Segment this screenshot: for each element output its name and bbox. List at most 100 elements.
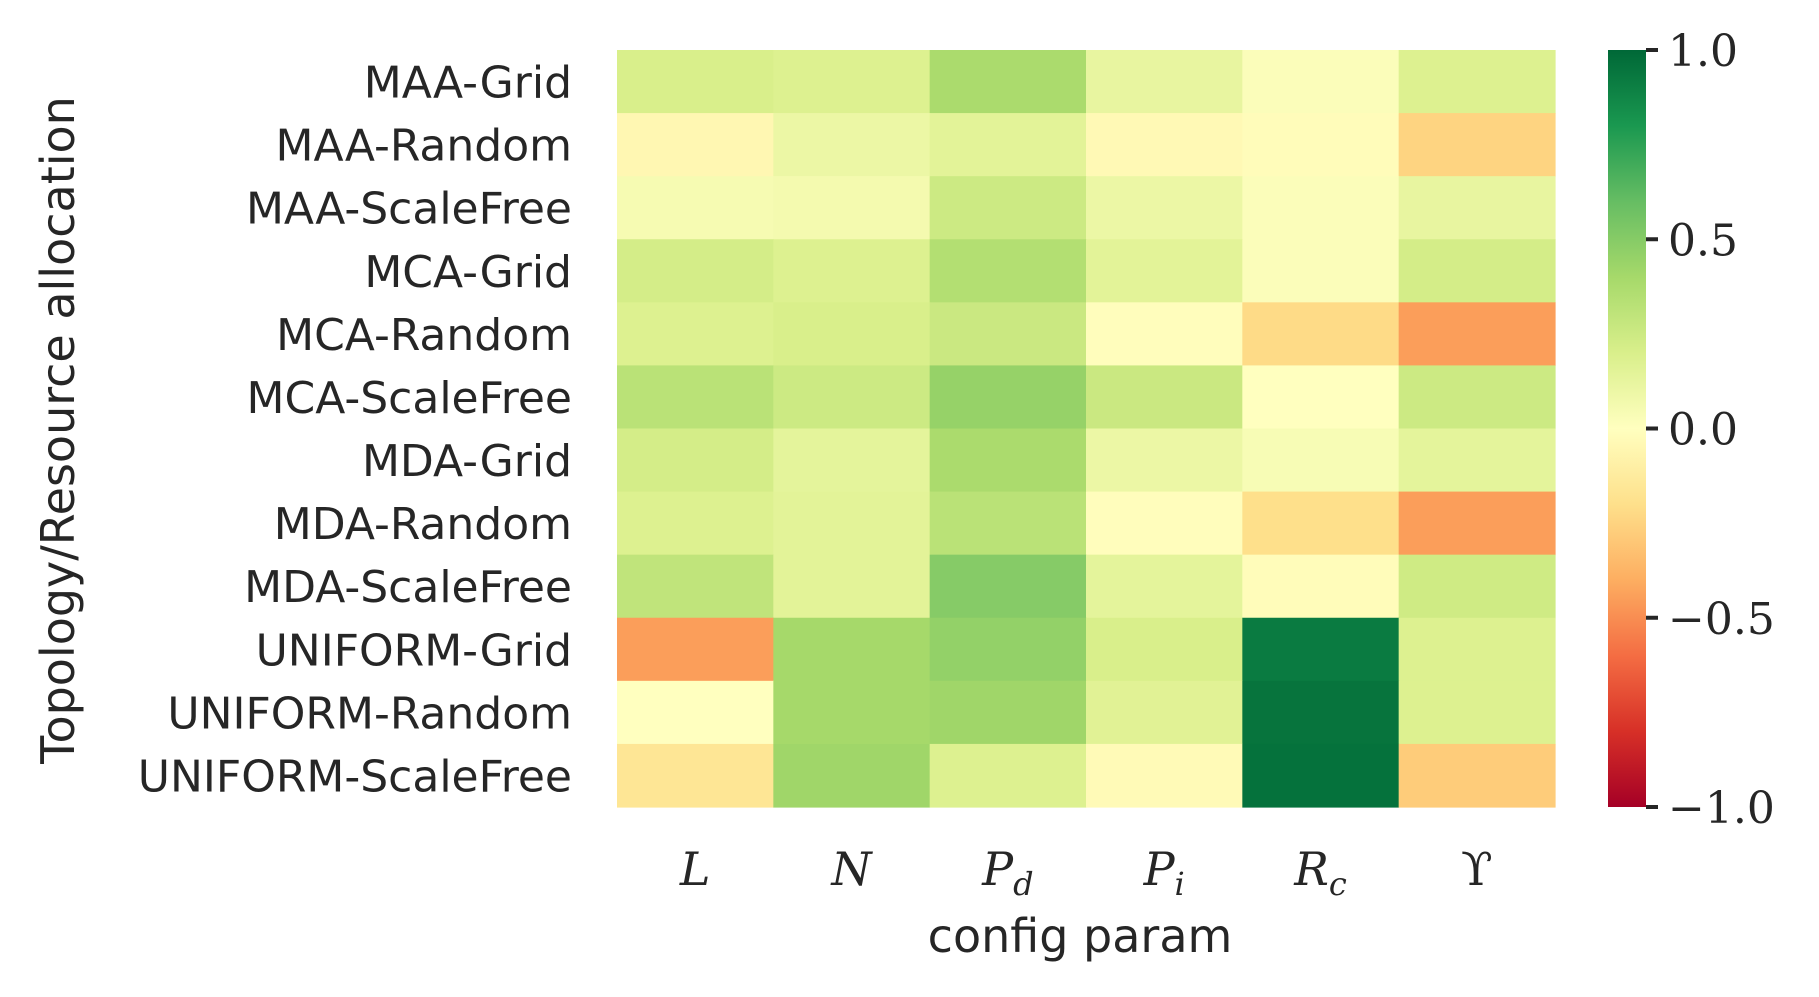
heatmap-cell-uniform-scalefree-col1 [617, 743, 774, 808]
row-labels: MAA-Grid MAA-Random MAA-ScaleFree MCA-Grid M… [138, 58, 572, 803]
column-label-1: L [679, 842, 711, 896]
heatmap-cell-mca-random-col5 [1242, 302, 1400, 367]
row-label-maa-scalefree: MAA-ScaleFree [246, 184, 572, 235]
heatmap-cell-mca-grid-col3 [929, 239, 1087, 303]
heatmap-cell-mda-scalefree-col1 [617, 554, 774, 619]
y-axis-label: Topology/Resource allocation [31, 96, 85, 765]
row-label-mca-random: MCA-Random [276, 310, 572, 361]
heatmap-cell-mca-scalefree-col4 [1086, 365, 1243, 430]
heatmap-cell-maa-scalefree-col6 [1398, 176, 1556, 240]
heatmap-cell-maa-random-col2 [773, 113, 931, 177]
row-label-uniform-grid: UNIFORM-Grid [256, 625, 572, 676]
heatmap-cell-maa-grid-col6 [1398, 50, 1556, 114]
heatmap-cell-maa-random-col3 [929, 113, 1087, 177]
heatmap-cell-uniform-random-col1 [617, 680, 774, 745]
heatmap-cell-maa-random-col5 [1242, 113, 1400, 177]
heatmap-cell-uniform-grid-col4 [1086, 617, 1243, 682]
heatmap-cell-uniform-scalefree-col5 [1242, 743, 1400, 808]
heatmap-cell-uniform-scalefree-col3 [929, 743, 1087, 808]
colorbar-tick-label: 0.0 [1668, 405, 1738, 456]
heatmap-cell-maa-grid-col5 [1242, 50, 1400, 114]
heatmap-cell-mda-random-col2 [773, 491, 931, 556]
heatmap-cell-mda-grid-col2 [773, 428, 931, 493]
heatmap-cell-uniform-grid-col1 [617, 617, 774, 682]
heatmap-cell-uniform-random-col3 [929, 680, 1087, 745]
heatmap-cell-mda-random-col6 [1398, 491, 1556, 556]
column-label-2: N [830, 842, 873, 896]
heatmap-cell-mca-random-col3 [929, 302, 1087, 367]
heatmap-cell-uniform-random-col5 [1242, 680, 1400, 745]
heatmap-cell-uniform-random-col6 [1398, 680, 1556, 745]
heatmap-cell-mca-random-col2 [773, 302, 931, 367]
colorbar-tick-label: −1.0 [1668, 783, 1775, 834]
heatmap-cells [617, 50, 1556, 808]
heatmap-cell-mca-random-col4 [1086, 302, 1243, 367]
heatmap-cell-mda-random-col3 [929, 491, 1087, 556]
heatmap-cell-mda-grid-col1 [617, 428, 774, 493]
column-label-4: Pi [1143, 842, 1185, 903]
heatmap-cell-mca-random-col1 [617, 302, 774, 367]
heatmap-cell-mda-grid-col3 [929, 428, 1087, 493]
heatmap-cell-mda-scalefree-col6 [1398, 554, 1556, 619]
heatmap-cell-maa-scalefree-col1 [617, 176, 774, 240]
heatmap-cell-uniform-scalefree-col6 [1398, 743, 1556, 808]
heatmap-cell-mca-grid-col4 [1086, 239, 1243, 303]
heatmap-cell-mca-scalefree-col5 [1242, 365, 1400, 430]
heatmap-cell-maa-scalefree-col4 [1086, 176, 1243, 240]
heatmap-cell-maa-scalefree-col5 [1242, 176, 1400, 240]
heatmap-cell-mda-random-col4 [1086, 491, 1243, 556]
row-label-mda-grid: MDA-Grid [362, 436, 572, 487]
column-label-5: Rc [1293, 842, 1347, 903]
heatmap-cell-mda-grid-col5 [1242, 428, 1400, 493]
heatmap-cell-uniform-scalefree-col4 [1086, 743, 1243, 808]
heatmap-cell-mda-scalefree-col5 [1242, 554, 1400, 619]
heatmap-cell-maa-grid-col3 [929, 50, 1087, 114]
column-label-3: Pd [981, 842, 1033, 903]
heatmap-cell-uniform-grid-col6 [1398, 617, 1556, 682]
heatmap-cell-mca-scalefree-col3 [929, 365, 1087, 430]
colorbar-gradient [1608, 50, 1646, 807]
heatmap-cell-mda-random-col1 [617, 491, 774, 556]
heatmap-cell-mca-scalefree-col1 [617, 365, 774, 430]
heatmap-cell-mca-grid-col1 [617, 239, 774, 303]
heatmap-cell-maa-scalefree-col2 [773, 176, 931, 240]
heatmap-cell-mca-grid-col5 [1242, 239, 1400, 303]
row-label-uniform-scalefree: UNIFORM-ScaleFree [138, 751, 572, 802]
heatmap-cell-uniform-random-col2 [773, 680, 931, 745]
column-labels: L N Pd Pi Rc ϒ [679, 842, 1493, 903]
row-label-mca-grid: MCA-Grid [364, 247, 572, 298]
heatmap-cell-uniform-grid-col5 [1242, 617, 1400, 682]
heatmap-cell-mca-grid-col6 [1398, 239, 1556, 303]
row-label-maa-random: MAA-Random [276, 121, 572, 172]
heatmap-cell-mda-scalefree-col2 [773, 554, 931, 619]
colorbar-ticks: 1.0 0.5 0.0 −0.5 −1.0 [1646, 26, 1775, 834]
colorbar-tick-label: 1.0 [1668, 26, 1738, 77]
colorbar-tick-label: 0.5 [1668, 215, 1738, 266]
heatmap-cell-mda-scalefree-col3 [929, 554, 1087, 619]
heatmap-cell-maa-grid-col1 [617, 50, 774, 114]
heatmap-cell-mda-random-col5 [1242, 491, 1400, 556]
heatmap-cell-uniform-random-col4 [1086, 680, 1243, 745]
heatmap-cell-maa-random-col6 [1398, 113, 1556, 177]
row-label-maa-grid: MAA-Grid [364, 58, 572, 109]
heatmap-cell-uniform-grid-col2 [773, 617, 931, 682]
x-axis-label: config param [928, 909, 1233, 963]
row-label-mca-scalefree: MCA-ScaleFree [247, 373, 572, 424]
column-label-6: ϒ [1461, 842, 1493, 896]
heatmap-cell-maa-grid-col2 [773, 50, 931, 114]
heatmap-cell-uniform-grid-col3 [929, 617, 1087, 682]
row-label-mda-scalefree: MDA-ScaleFree [244, 562, 572, 613]
colorbar: 1.0 0.5 0.0 −0.5 −1.0 [1608, 26, 1775, 834]
heatmap-cell-mda-scalefree-col4 [1086, 554, 1243, 619]
colorbar-tick-label: −0.5 [1668, 594, 1775, 645]
heatmap-cell-mca-scalefree-col2 [773, 365, 931, 430]
heatmap-cell-maa-grid-col4 [1086, 50, 1243, 114]
heatmap-cell-uniform-scalefree-col2 [773, 743, 931, 808]
heatmap-cell-maa-random-col4 [1086, 113, 1243, 177]
heatmap-cell-maa-scalefree-col3 [929, 176, 1087, 240]
heatmap-cell-mca-grid-col2 [773, 239, 931, 303]
row-label-mda-random: MDA-Random [274, 499, 572, 550]
heatmap-cell-mca-scalefree-col6 [1398, 365, 1556, 430]
